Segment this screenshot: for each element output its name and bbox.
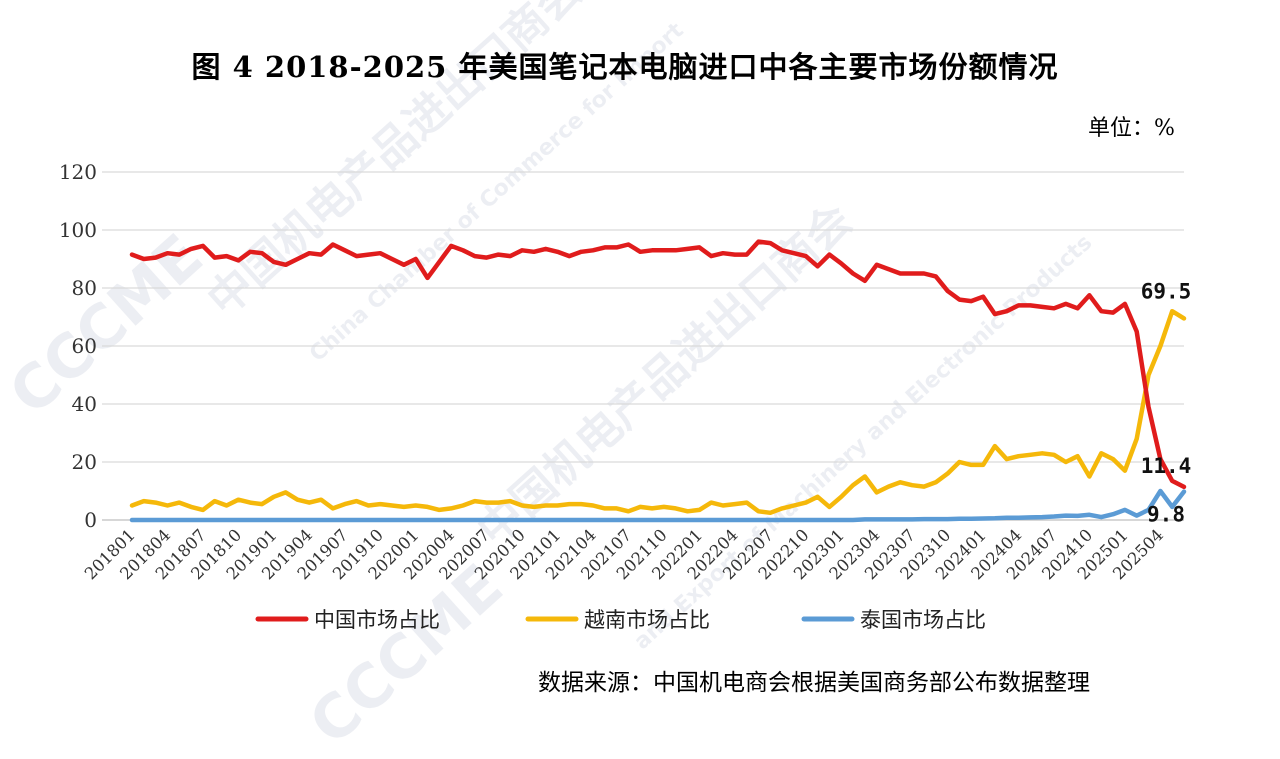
y-tick-label: 40 <box>72 392 97 416</box>
data-label: 69.5 <box>1141 279 1192 303</box>
data-label: 9.8 <box>1147 503 1185 527</box>
source-note: 数据来源：中国机电商会根据美国商务部公布数据整理 <box>538 670 1090 696</box>
legend: 中国市场占比 越南市场占比 泰国市场占比 <box>255 608 986 632</box>
series-line <box>129 488 1187 523</box>
data-labels: 69.5 11.4 9.8 <box>1141 279 1192 526</box>
legend-label: 越南市场占比 <box>584 608 710 632</box>
y-tick-label: 100 <box>59 218 97 242</box>
y-tick-label: 80 <box>72 276 97 300</box>
series-line <box>129 239 1187 490</box>
series-lines <box>129 239 1187 523</box>
x-axis: 2018012018042018072018102019012019042019… <box>81 525 1167 583</box>
chart-title: 图 4 2018-2025 年美国笔记本电脑进口中各主要市场份额情况 <box>191 50 1059 84</box>
legend-label: 泰国市场占比 <box>860 608 986 632</box>
y-tick-label: 0 <box>84 508 97 532</box>
grid-lines <box>102 171 1184 521</box>
legend-label: 中国市场占比 <box>314 608 440 632</box>
series-line <box>129 308 1187 516</box>
y-axis: 0 20 40 60 80 100 120 <box>59 160 97 532</box>
y-tick-label: 60 <box>72 334 97 358</box>
y-tick-label: 20 <box>72 450 97 474</box>
data-label: 11.4 <box>1141 454 1192 478</box>
unit-label: 单位：% <box>1088 116 1175 141</box>
y-tick-label: 120 <box>59 160 97 184</box>
